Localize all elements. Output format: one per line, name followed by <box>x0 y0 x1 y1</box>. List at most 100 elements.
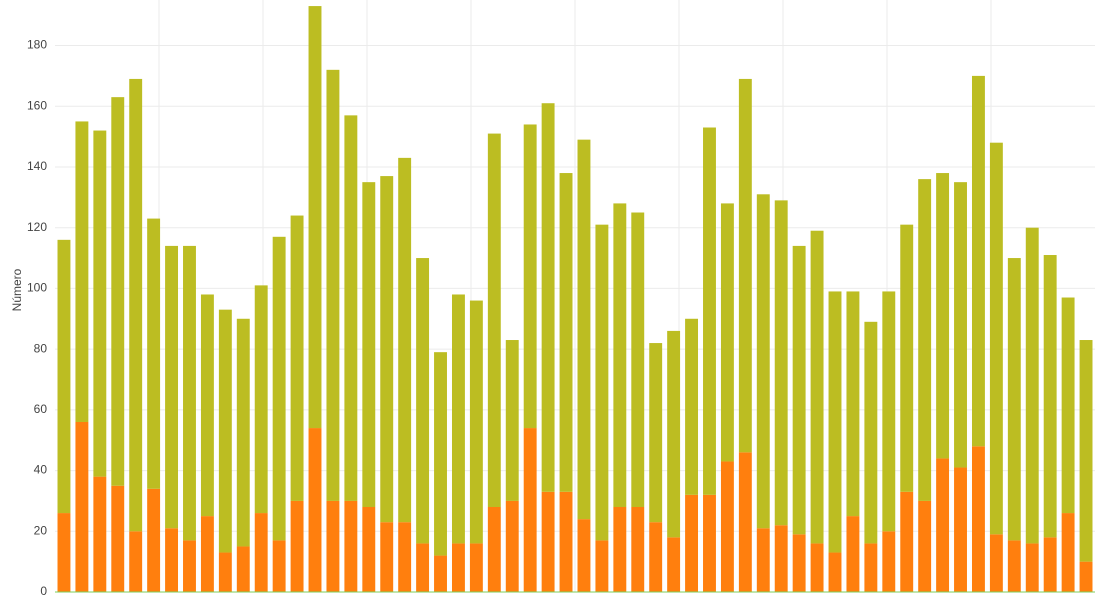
bar-segment <box>613 506 627 592</box>
bar-segment <box>720 203 734 462</box>
bar-segment <box>380 522 394 592</box>
bar-segment <box>1007 258 1021 541</box>
bar-segment <box>1043 537 1057 592</box>
bar-segment <box>290 500 304 592</box>
bar-segment <box>218 309 232 553</box>
bar-segment <box>326 69 340 501</box>
bar-segment <box>559 491 573 592</box>
bar-segment <box>505 500 519 592</box>
bar-segment <box>75 421 89 592</box>
bar-segment <box>595 224 609 541</box>
bar-segment <box>685 318 699 495</box>
bar-segment <box>487 506 501 592</box>
bar-segment <box>183 245 196 541</box>
bar-segment <box>505 340 519 501</box>
bar-segment <box>685 494 699 592</box>
bar-segment <box>936 173 950 459</box>
bar-segment <box>595 540 609 592</box>
bar-segment <box>1043 255 1057 538</box>
bar-segment <box>308 428 322 592</box>
bar-segment <box>165 528 179 592</box>
bar-segment <box>577 139 591 520</box>
bar-segment <box>200 294 214 517</box>
bar-segment <box>165 245 179 529</box>
bar-segment <box>129 78 143 532</box>
bar-segment <box>720 461 734 592</box>
bar-segment <box>451 294 465 544</box>
bar-segment <box>649 343 663 523</box>
bar-segment <box>649 522 663 592</box>
bar-segment <box>667 330 681 538</box>
bar-segment <box>989 142 1003 535</box>
bar-segment <box>308 6 322 429</box>
bar-segment <box>434 555 447 592</box>
bar-segment <box>398 157 412 523</box>
bar-segment <box>846 291 860 517</box>
bar-segment <box>918 500 932 592</box>
bar-segment <box>523 124 537 429</box>
bar-segment <box>523 428 537 592</box>
y-tick-label: 160 <box>27 98 47 112</box>
bar-segment <box>774 525 788 592</box>
bar-segment <box>434 352 447 556</box>
y-tick-label: 60 <box>34 402 48 416</box>
bar-segment <box>344 115 358 501</box>
bar-segment <box>954 182 967 468</box>
y-tick-label: 120 <box>27 220 47 234</box>
bar-segment <box>559 173 573 492</box>
bar-segment <box>864 543 878 592</box>
bar-segment <box>487 133 501 507</box>
bar-segment <box>810 230 824 544</box>
bar-segment <box>1061 297 1075 514</box>
bar-segment <box>398 522 412 592</box>
bar-segment <box>971 75 985 447</box>
bar-segment <box>971 446 985 592</box>
bar-segment <box>469 300 483 544</box>
bar-segment <box>236 318 250 547</box>
bar-segment <box>93 476 107 592</box>
bar-segment <box>236 546 250 592</box>
y-tick-label: 140 <box>27 159 47 173</box>
bar-segment <box>57 513 71 592</box>
bar-segment <box>577 519 591 592</box>
bar-segment <box>846 516 860 592</box>
bar-segment <box>469 543 483 592</box>
bar-segment <box>936 458 950 592</box>
bar-segment <box>147 488 161 592</box>
bar-segment <box>756 194 770 529</box>
bar-segment <box>882 531 896 592</box>
bar-segment <box>1079 561 1093 592</box>
bar-segment <box>290 215 304 501</box>
bar-segment <box>111 485 125 592</box>
bar-segment <box>738 78 752 453</box>
bar-segment <box>344 500 358 592</box>
bar-segment <box>864 321 878 544</box>
bar-segment <box>882 291 896 532</box>
bar-segment <box>1007 540 1021 592</box>
y-tick-label: 180 <box>27 38 47 52</box>
bar-segment <box>1061 513 1075 592</box>
bar-segment <box>200 516 214 592</box>
bar-segment <box>1079 340 1093 562</box>
y-tick-label: 40 <box>34 463 48 477</box>
bar-segment <box>703 127 716 495</box>
bar-segment <box>989 534 1003 592</box>
bar-segment <box>111 97 125 486</box>
bar-segment <box>147 218 161 489</box>
bar-segment <box>272 540 286 592</box>
bar-segment <box>416 543 430 592</box>
bar-segment <box>828 291 842 553</box>
y-tick-label: 80 <box>34 341 48 355</box>
bar-segment <box>756 528 770 592</box>
bar-segment <box>451 543 465 592</box>
bar-segment <box>254 513 268 592</box>
bar-segment <box>541 103 555 492</box>
bar-segment <box>792 245 806 535</box>
bar-segment <box>792 534 806 592</box>
bar-segment <box>703 494 716 592</box>
bar-segment <box>631 212 645 507</box>
bar-segment <box>218 552 232 592</box>
y-axis-label: Número <box>10 268 24 311</box>
bar-segment <box>416 258 430 544</box>
